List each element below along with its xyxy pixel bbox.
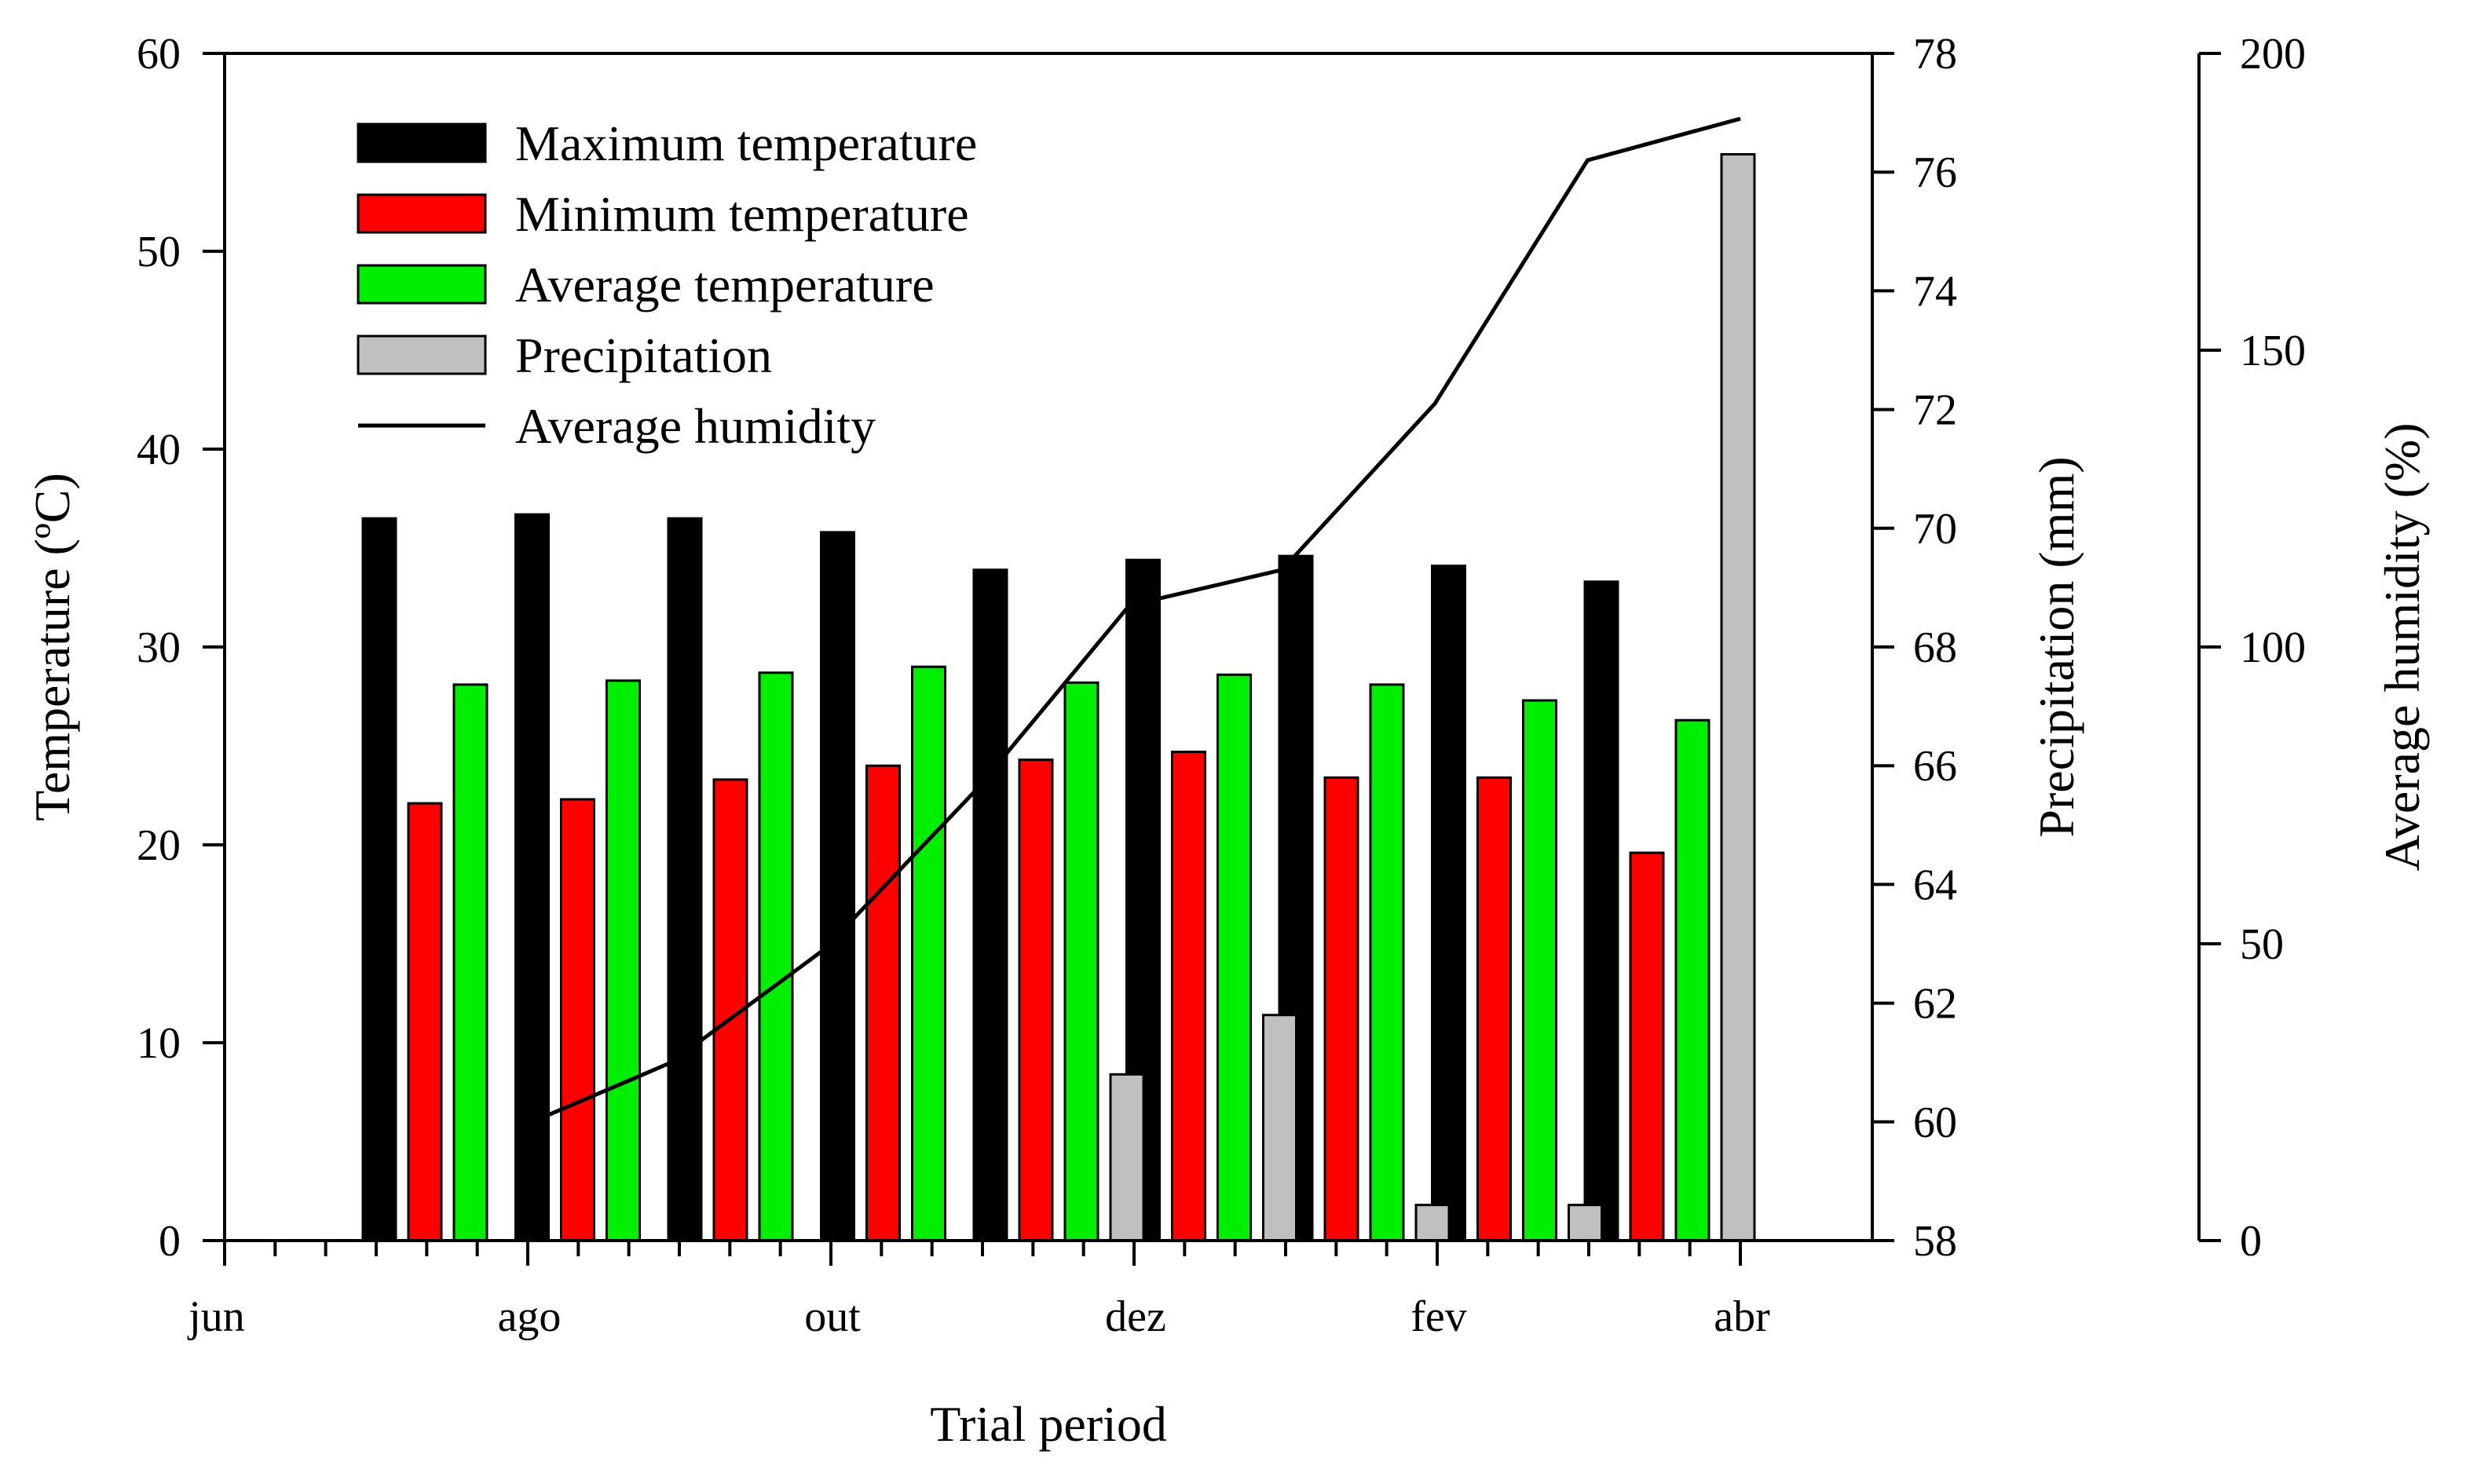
y-right1-tick-label: 74 — [1913, 267, 1957, 316]
humidity-point — [976, 788, 977, 790]
y-right1-tick-label: 78 — [1913, 30, 1957, 79]
bar-minimum-temperature — [1018, 758, 1054, 1242]
y-right1-tick-label: 58 — [1913, 1217, 1957, 1266]
bar-precipitation — [1568, 1204, 1603, 1242]
y-right2-tick-label: 50 — [2240, 920, 2284, 969]
humidity-point — [1129, 605, 1130, 606]
x-tick-label: ago — [498, 1292, 562, 1341]
y-left-tick-label: 10 — [137, 1019, 181, 1068]
bars-layer — [361, 153, 1756, 1242]
bar-maximum-temperature — [820, 531, 855, 1242]
x-tick-label: abr — [1714, 1292, 1770, 1341]
humidity-point — [1587, 159, 1588, 161]
x-tick-label: out — [804, 1292, 861, 1341]
bar-minimum-temperature — [560, 798, 595, 1242]
bar-minimum-temperature — [1476, 776, 1512, 1242]
y-left-tick-label: 40 — [137, 426, 181, 474]
y-right1-tick-label: 72 — [1913, 386, 1957, 435]
bar-maximum-temperature — [1583, 580, 1619, 1242]
legend-swatch-maximum-temperature — [357, 122, 487, 163]
legend-label-maximum-temperature: Maximum temperature — [515, 115, 977, 171]
bar-precipitation — [1262, 1014, 1297, 1242]
legend-label-precipitation: Precipitation — [515, 327, 772, 383]
legend-swatch-precipitation — [357, 334, 487, 375]
bar-average-temperature — [758, 671, 794, 1242]
y-left-tick-label: 0 — [159, 1217, 181, 1266]
legend-label-average-temperature: Average temperature — [515, 257, 935, 313]
legend-label-average-humidity: Average humidity — [515, 398, 876, 454]
y-right1-tick-label: 66 — [1913, 742, 1957, 791]
y-right1-tick-label: 70 — [1913, 505, 1957, 554]
y-right2-tick-label: 200 — [2240, 30, 2306, 79]
bar-minimum-temperature — [865, 764, 901, 1242]
y-right1-tick-label: 76 — [1913, 148, 1957, 197]
bar-average-temperature — [1522, 699, 1557, 1242]
humidity-line-layer — [518, 116, 1741, 1130]
bar-average-temperature — [1217, 673, 1252, 1242]
humidity-point — [823, 949, 825, 951]
bar-precipitation — [1109, 1073, 1145, 1242]
legend-label-minimum-temperature: Minimum temperature — [515, 186, 969, 242]
y-left-axis-title: Temperature (ºC) — [24, 473, 80, 821]
y-left-tick-label: 50 — [137, 228, 181, 276]
bar-precipitation — [1720, 153, 1756, 1242]
x-tick-label: jun — [187, 1292, 245, 1341]
axes-layer: 0 10 20 30 40 50 60 58 60 62 64 66 68 70 72 74 76 78 0 50 10… — [24, 30, 2430, 1452]
bar-average-temperature — [452, 683, 488, 1242]
bar-average-temperature — [1369, 683, 1405, 1242]
legend: Maximum temperature Minimum temperature Av… — [357, 115, 977, 454]
bar-minimum-temperature — [1171, 751, 1206, 1242]
bar-average-temperature — [911, 665, 946, 1242]
x-tick-label: fev — [1410, 1292, 1467, 1341]
y-right1-tick-label: 68 — [1913, 623, 1957, 672]
y-right1-tick-label: 60 — [1913, 1098, 1957, 1147]
y-right1-axis-title: Precipitation (mm) — [2029, 456, 2084, 837]
bar-average-temperature — [1674, 718, 1710, 1242]
bar-average-temperature — [1063, 681, 1099, 1242]
y-right2-tick-label: 150 — [2240, 327, 2306, 375]
bar-maximum-temperature — [667, 517, 703, 1242]
bar-minimum-temperature — [1629, 851, 1665, 1242]
bar-maximum-temperature — [1431, 565, 1466, 1242]
y-left-tick-label: 30 — [137, 623, 181, 672]
y-left-tick-label: 20 — [137, 821, 181, 870]
bar-minimum-temperature — [407, 802, 443, 1242]
y-right2-axis-title: Average humidity (%) — [2374, 422, 2430, 871]
legend-swatch-minimum-temperature — [357, 193, 487, 234]
legend-swatch-average-temperature — [357, 264, 487, 305]
y-right2-tick-label: 100 — [2240, 623, 2306, 672]
bar-average-temperature — [606, 679, 641, 1242]
bar-maximum-temperature — [972, 568, 1008, 1242]
bar-maximum-temperature — [514, 513, 550, 1242]
y-right1-tick-label: 64 — [1913, 861, 1957, 909]
y-left-tick-label: 60 — [137, 30, 181, 79]
x-axis-title: Trial period — [930, 1396, 1167, 1452]
x-tick-label: dez — [1105, 1292, 1166, 1341]
y-right1-tick-label: 62 — [1913, 980, 1957, 1029]
y-right2-tick-label: 0 — [2240, 1217, 2262, 1266]
bar-precipitation — [1414, 1204, 1451, 1242]
bar-maximum-temperature — [361, 517, 397, 1242]
bar-minimum-temperature — [1323, 776, 1359, 1242]
